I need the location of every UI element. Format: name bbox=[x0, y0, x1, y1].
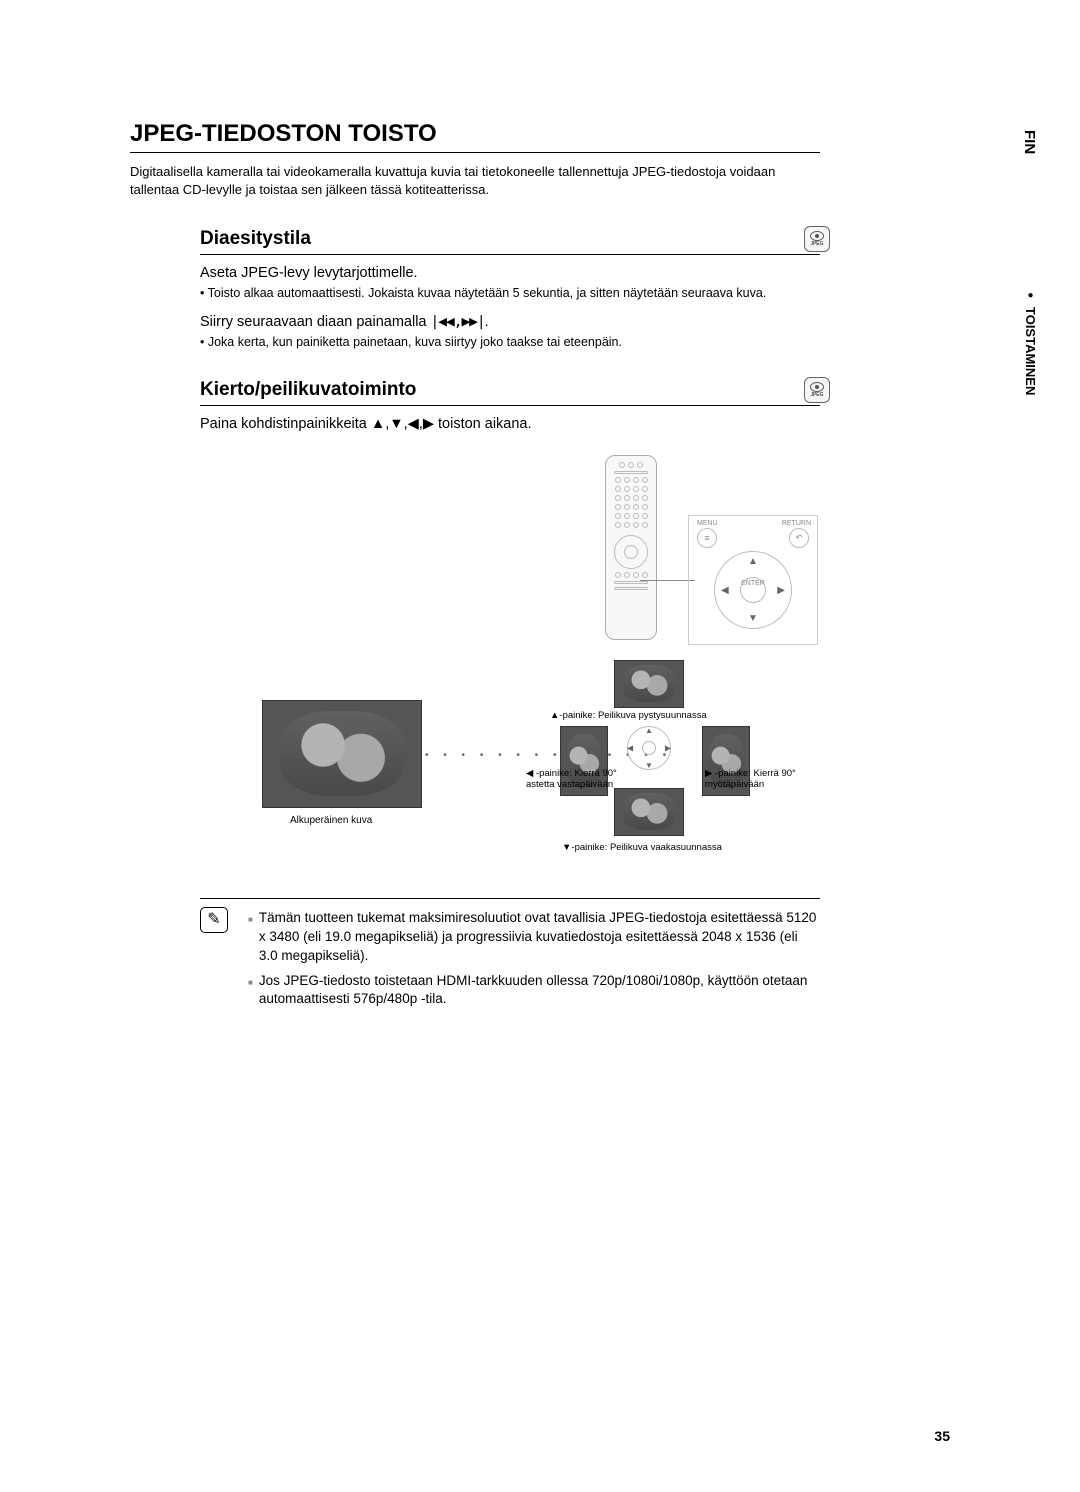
rotation-diagram: Alkuperäinen kuva • • • • • • • • • • • … bbox=[200, 660, 820, 890]
jpeg-badge-label: JPEG bbox=[810, 241, 823, 247]
section1-lead2: Siirry seuraavaan diaan painamalla |◀◀,▶… bbox=[200, 314, 820, 330]
remote-control-illustration bbox=[605, 455, 657, 640]
caption-original: Alkuperäinen kuva bbox=[290, 815, 372, 827]
caption-left: ◀ -painike: Kierrä 90° astetta vastapäiv… bbox=[526, 768, 618, 791]
side-tab-section: TOISTAMINEN bbox=[1023, 290, 1038, 395]
jpeg-badge-label-2: JPEG bbox=[810, 392, 823, 398]
section1-bullet2: • Joka kerta, kun painiketta painetaan, … bbox=[200, 334, 820, 351]
skip-icons: |◀◀,▶▶| bbox=[431, 314, 485, 330]
jpeg-badge-icon: JPEG bbox=[804, 226, 830, 252]
dpad-enter-label: ENTER bbox=[741, 580, 765, 587]
return-icon bbox=[789, 528, 809, 548]
dpad-wheel: ▲ ▼ ◀ ▶ bbox=[714, 551, 792, 629]
dpad-right-icon: ▶ bbox=[777, 585, 785, 596]
caption-up: ▲-painike: Peilikuva pystysuunnassa bbox=[550, 710, 707, 721]
dpad-mini-icon: ▲▼ ◀▶ bbox=[627, 726, 671, 770]
page-number: 35 bbox=[934, 1428, 950, 1444]
bullet-icon: ■ bbox=[248, 914, 253, 966]
section1-lead: Aseta JPEG-levy levytarjottimelle. bbox=[200, 265, 820, 281]
dpad-left-icon: ◀ bbox=[721, 585, 729, 596]
side-tab-lang: FIN bbox=[1021, 130, 1038, 154]
section1-bullet: • Toisto alkaa automaattisesti. Jokaista… bbox=[200, 285, 820, 302]
intro-text: Digitaalisella kameralla tai videokamera… bbox=[130, 163, 820, 198]
note-icon bbox=[200, 907, 228, 933]
arrow-icons: ▲,▼,◀,▶ bbox=[371, 416, 434, 432]
remote-figure: MENU RETURN ▲ ▼ ◀ ▶ ENTER bbox=[200, 460, 820, 660]
caption-down: ▼-painike: Peilikuva vaakasuunnassa bbox=[562, 842, 722, 853]
dpad-detail: MENU RETURN ▲ ▼ ◀ ▶ ENTER bbox=[688, 515, 818, 645]
dpad-menu-label: MENU bbox=[697, 520, 718, 527]
jpeg-badge-icon-2: JPEG bbox=[804, 377, 830, 403]
section-kierto: JPEG Kierto/peilikuvatoiminto Paina kohd… bbox=[200, 379, 820, 432]
dpad-down-icon: ▼ bbox=[748, 613, 758, 624]
dpad-up-icon: ▲ bbox=[748, 556, 758, 567]
bullet-icon: ■ bbox=[248, 977, 253, 1010]
thumb-up bbox=[614, 660, 684, 708]
note-1: Tämän tuotteen tukemat maksimiresoluutio… bbox=[259, 909, 820, 966]
section2-title: Kierto/peilikuvatoiminto bbox=[200, 379, 820, 406]
section-diaesitystila: JPEG Diaesitystila Aseta JPEG-levy levyt… bbox=[200, 228, 820, 351]
note-2: Jos JPEG-tiedosto toistetaan HDMI-tarkku… bbox=[259, 972, 820, 1010]
remote-dpad-icon bbox=[614, 535, 648, 569]
caption-right: ▶ -painike: Kierrä 90° myötäpäivään bbox=[705, 768, 815, 791]
note-block: ■ Tämän tuotteen tukemat maksimiresoluut… bbox=[200, 898, 820, 1009]
page-title: JPEG-TIEDOSTON TOISTO bbox=[130, 120, 820, 153]
section1-title: Diaesitystila bbox=[200, 228, 820, 255]
callout-line bbox=[640, 580, 695, 581]
thumb-down bbox=[614, 788, 684, 836]
menu-icon bbox=[697, 528, 717, 548]
original-image-thumb bbox=[262, 700, 422, 808]
dpad-return-label: RETURN bbox=[782, 520, 811, 527]
section2-lead: Paina kohdistinpainikkeita ▲,▼,◀,▶ toist… bbox=[200, 416, 820, 432]
